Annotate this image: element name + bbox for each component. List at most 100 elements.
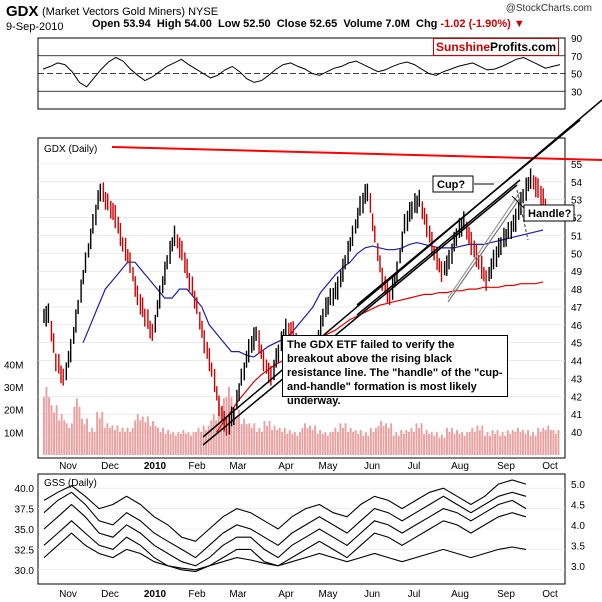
volume-bar <box>58 420 61 455</box>
chg-label: Chg <box>416 18 438 30</box>
volume-bar <box>281 431 284 455</box>
volume-bar <box>200 431 202 455</box>
volume-bar <box>96 411 99 455</box>
volume-bar <box>504 435 507 455</box>
gss-time-tick-label: Aug <box>451 589 469 600</box>
volume-bar <box>547 425 550 455</box>
price-tick-label: 54 <box>571 178 583 189</box>
volume-bar <box>299 432 301 455</box>
volume-bar <box>344 423 347 455</box>
chg-value: -1.02 (-1.90%) <box>440 18 511 30</box>
price-tick-label: 49 <box>571 267 583 278</box>
volume-bar <box>238 409 240 455</box>
volume-bar <box>55 405 58 455</box>
volume-bar <box>522 430 524 455</box>
volume-bar <box>486 432 489 455</box>
volume-bar <box>152 421 154 455</box>
volume-bar <box>496 430 499 455</box>
gss-right-tick-label: 5.0 <box>571 480 585 491</box>
volume-bar <box>463 435 466 455</box>
gss-left-tick-label: 35.0 <box>15 525 35 536</box>
volume-bar <box>146 416 149 455</box>
volume-bar <box>402 433 405 455</box>
volume-bar <box>499 435 502 455</box>
volume-bar <box>362 435 365 455</box>
volume-bar <box>65 423 68 455</box>
low-label: Low <box>218 18 241 30</box>
volume-bar <box>516 427 519 455</box>
brand-part-1: Sunshine <box>435 40 490 54</box>
volume-bar <box>141 416 144 455</box>
volume-bar <box>367 435 370 455</box>
time-tick-label: 2010 <box>144 461 167 472</box>
volume-bar <box>395 432 398 455</box>
volume-bar <box>372 431 375 455</box>
open-label: Open <box>92 18 121 30</box>
volume-bar <box>296 435 299 455</box>
volume-bar <box>380 421 382 455</box>
copyright-text[interactable]: @StockCharts.com <box>505 3 592 14</box>
volume-bar <box>413 431 415 455</box>
volume-bar <box>405 430 408 455</box>
volume-bar <box>435 432 438 455</box>
volume-bar <box>306 428 309 455</box>
time-tick-label: May <box>319 461 338 472</box>
volume-bar <box>174 435 177 455</box>
volume-axis: 40M 30M 20M 10M <box>4 360 23 439</box>
volume-bar <box>481 425 484 455</box>
volume-bar <box>418 428 420 455</box>
gss-time-tick-label: Sep <box>497 589 515 600</box>
volume-bar <box>397 435 400 455</box>
ohlc-readout: Open 53.94 High 54.00 Low 52.50 Close 52… <box>92 18 525 30</box>
volume-bar <box>321 433 324 455</box>
main-panel-frame <box>37 137 566 459</box>
rising-support-line <box>202 184 518 446</box>
volume-bar <box>509 433 512 455</box>
volume-bar <box>443 437 446 455</box>
rsi-tick-label: 50 <box>571 70 583 81</box>
volume-bar <box>164 433 167 455</box>
volume-bar <box>98 418 101 455</box>
volume-bar <box>288 430 291 455</box>
price-tick-label: 46 <box>571 321 583 332</box>
gss-right-tick-label: 3.5 <box>571 541 585 552</box>
rsi-line <box>42 56 561 88</box>
volume-bar <box>375 427 377 455</box>
price-tick-label: 42 <box>571 392 583 403</box>
volume-bar <box>458 433 461 455</box>
gss-left-tick-label: 30.0 <box>15 566 35 577</box>
volume-bar <box>111 425 114 455</box>
volume-bar <box>293 432 296 455</box>
subtitle-text: (Market Vectors Gold Miners) <box>42 6 186 18</box>
handle-label-arrow <box>511 195 525 209</box>
volume-bar <box>134 420 137 455</box>
volume-bar <box>149 426 152 455</box>
volume-bar <box>124 431 126 455</box>
brand-part-2: Profits.com <box>490 40 557 54</box>
volume-bar <box>311 430 314 455</box>
volume-bar <box>301 428 304 455</box>
volume-tick-label: 40M <box>4 360 23 371</box>
volume-bar <box>106 423 109 455</box>
volume-bar <box>276 430 279 455</box>
rsi-tick-label: 90 <box>571 34 583 45</box>
volume-bar <box>466 432 469 455</box>
volume-label: Volume <box>343 18 383 30</box>
volume-bar <box>108 428 111 455</box>
volume-bar <box>392 435 395 455</box>
channel-line-lower <box>356 179 521 316</box>
volume-bar <box>144 422 147 455</box>
price-tick-label: 52 <box>571 214 583 225</box>
volume-bar <box>266 426 268 455</box>
time-tick-label: Apr <box>278 461 294 472</box>
time-tick-label: Dec <box>101 461 119 472</box>
volume-bar <box>542 427 545 455</box>
gss-panel-title: GSS (Daily) <box>44 478 97 489</box>
sunshine-profits-logo[interactable]: SunshineProfits.com <box>433 38 559 56</box>
volume-bar <box>527 430 529 455</box>
volume-bar <box>440 434 443 455</box>
gss-series-line <box>43 479 527 542</box>
volume-bar <box>86 418 88 455</box>
main-price-axis: 55 54 53 52 51 50 49 48 47 46 45 44 43 42 41 40 <box>571 160 583 439</box>
gss-time-tick-label: Jun <box>364 589 380 600</box>
